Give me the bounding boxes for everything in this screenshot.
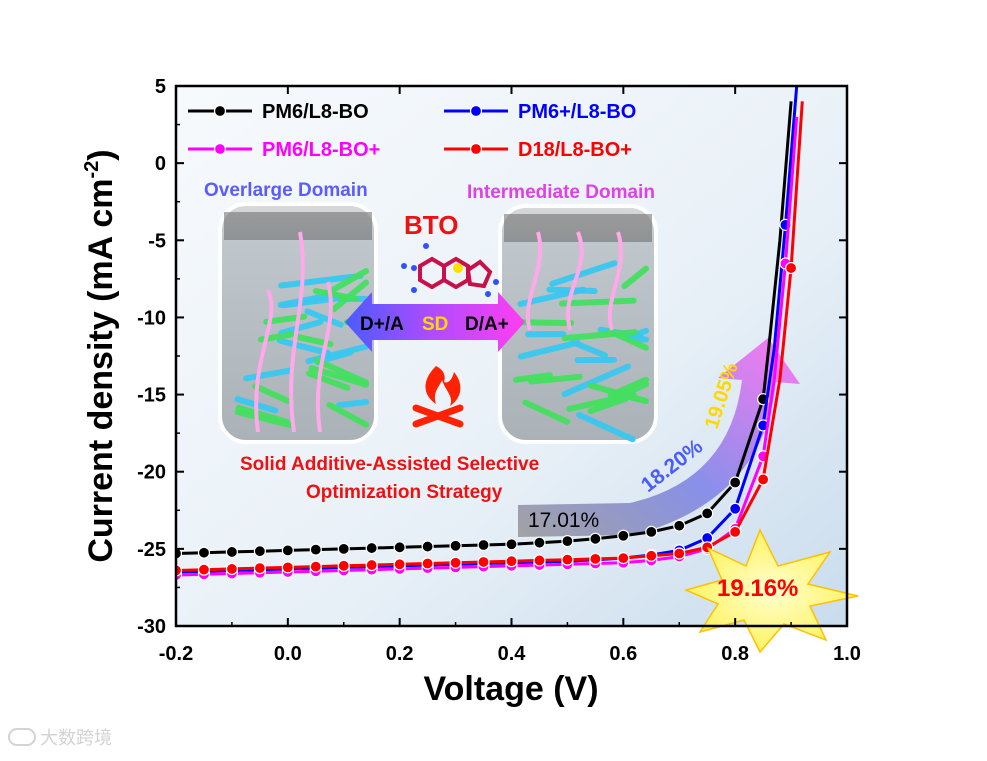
data-point [478, 556, 489, 567]
data-point [394, 559, 405, 570]
y-tick-label: 0 [155, 153, 166, 175]
data-point [730, 477, 741, 488]
y-tick-label: -30 [137, 616, 166, 638]
arrow-label-left: D+/A [360, 314, 404, 335]
x-tick-label: 0.0 [274, 643, 302, 665]
data-point [394, 542, 405, 553]
y-tick-label: -10 [137, 307, 166, 329]
data-point [674, 520, 685, 531]
watermark-logo-icon [8, 728, 36, 746]
data-point [478, 540, 489, 551]
intermediate-domain-label: Intermediate Domain [467, 182, 655, 203]
bto-label: BTO [404, 210, 458, 240]
data-point [226, 563, 237, 574]
data-point [338, 560, 349, 571]
data-point [422, 558, 433, 569]
data-point [254, 546, 265, 557]
y-tick-label: 5 [155, 76, 166, 98]
overlarge-domain-label: Overlarge Domain [204, 180, 368, 201]
data-point [562, 554, 573, 565]
best-pce-label: 19.16% [717, 575, 798, 602]
data-point [590, 533, 601, 544]
y-axis-label-sup: -2 [81, 161, 103, 179]
legend-label: D18/L8-BO+ [518, 139, 632, 161]
data-point [282, 545, 293, 556]
domain-rod [339, 402, 366, 405]
legend-marker [471, 144, 482, 155]
legend-label: PM6+/L8-BO [518, 101, 636, 123]
x-axis-label: Voltage (V) [423, 670, 598, 708]
data-point [786, 263, 797, 274]
x-tick-label: 0.8 [721, 643, 749, 665]
data-point [618, 553, 629, 564]
arrow-label-right: D/A+ [465, 314, 509, 335]
data-point [646, 526, 657, 537]
strategy-label-line1: Solid Additive-Assisted Selective [240, 454, 539, 475]
arrow-label-sd: SD [422, 314, 448, 335]
data-point [198, 564, 209, 575]
watermark-text: 大数跨境 [40, 724, 112, 750]
data-point [506, 556, 517, 567]
data-point [758, 474, 769, 485]
data-point [422, 541, 433, 552]
data-point [338, 543, 349, 554]
data-point [534, 555, 545, 566]
y-tick-label: -25 [137, 539, 166, 561]
data-point [450, 557, 461, 568]
y-axis-label: Current density (mA cm-2) [81, 149, 120, 562]
legend-marker [215, 144, 226, 155]
strategy-label-line2: Optimization Strategy [306, 482, 503, 503]
data-point [730, 503, 741, 514]
y-tick-label: -20 [137, 462, 166, 484]
y-axis-label-main: Current density (mA cm [82, 178, 120, 562]
data-point [366, 543, 377, 554]
legend-marker [471, 106, 482, 117]
data-point [674, 548, 685, 559]
data-point [310, 561, 321, 572]
watermark: 大数跨境 [8, 724, 112, 750]
data-point [534, 537, 545, 548]
x-tick-label: 1.0 [833, 643, 861, 665]
data-point [282, 562, 293, 573]
x-tick-label: 0.4 [498, 643, 527, 665]
y-tick-label: -15 [137, 385, 166, 407]
y-axis-label-tail: ) [82, 149, 120, 160]
data-point [366, 560, 377, 571]
x-tick-label: 0.2 [386, 643, 414, 665]
data-point [562, 536, 573, 547]
x-tick-label: -0.2 [159, 643, 193, 665]
data-point [254, 563, 265, 574]
legend-marker [215, 106, 226, 117]
intermediate-domain-panel [500, 206, 656, 442]
domain-rod [562, 301, 634, 304]
data-point [702, 508, 713, 519]
y-tick-label: -5 [148, 230, 166, 252]
legend-label: PM6/L8-BO+ [262, 139, 380, 161]
data-point [450, 540, 461, 551]
data-point [646, 550, 657, 561]
data-point [730, 526, 741, 537]
legend-label: PM6/L8-BO [262, 101, 369, 123]
x-tick-label: 0.6 [609, 643, 637, 665]
pce-label-1: 17.01% [528, 509, 599, 532]
data-point [506, 539, 517, 550]
data-point [198, 547, 209, 558]
data-point [226, 546, 237, 557]
data-point [618, 530, 629, 541]
data-point [310, 544, 321, 555]
data-point [590, 553, 601, 564]
